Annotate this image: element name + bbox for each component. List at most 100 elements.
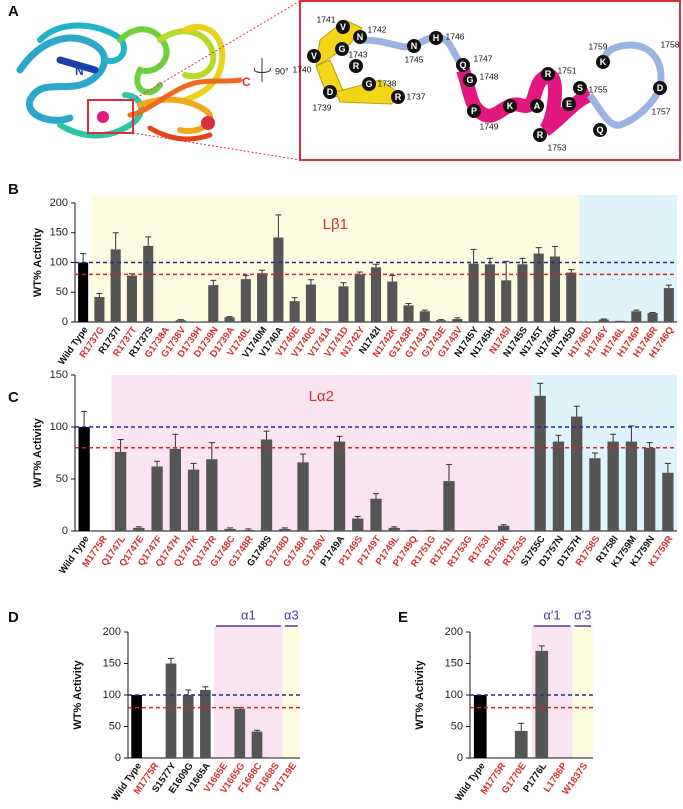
y-tick-label: 0 xyxy=(115,752,121,764)
bar xyxy=(370,267,382,322)
region-label: Lβ1 xyxy=(323,216,348,233)
residue-marker xyxy=(335,42,349,56)
residue-marker xyxy=(323,85,337,99)
c-terminus-label: C xyxy=(242,75,251,89)
residue-marker xyxy=(593,123,607,137)
residue-marker xyxy=(653,81,667,95)
residue-number: 1757 xyxy=(652,106,671,116)
residue-number: 1755 xyxy=(589,84,608,94)
residue-number: 1759 xyxy=(589,41,608,51)
y-tick-label: 0 xyxy=(457,752,463,764)
y-tick-label: 150 xyxy=(50,369,68,381)
bar xyxy=(607,441,619,531)
residue-marker xyxy=(407,39,421,53)
region-label: α1 xyxy=(241,607,256,622)
zoom-connectors xyxy=(132,0,301,161)
residue-letter: A xyxy=(534,101,541,111)
residue-number: 1746 xyxy=(446,31,465,41)
residue-marker xyxy=(530,99,544,113)
bar xyxy=(131,695,142,758)
bar xyxy=(224,528,236,531)
residue-letter: V xyxy=(340,22,346,32)
bar xyxy=(273,237,284,322)
residue-marker xyxy=(541,67,555,81)
bar xyxy=(354,274,365,322)
region-label: α3 xyxy=(284,607,299,622)
bar xyxy=(78,427,90,531)
bar xyxy=(647,313,658,322)
bar xyxy=(169,448,181,531)
bar xyxy=(305,284,316,322)
residue-number: 1742 xyxy=(368,24,387,34)
residue-number: 1748 xyxy=(480,71,499,81)
bar xyxy=(406,529,419,531)
bar xyxy=(534,395,546,531)
y-tick-label: 100 xyxy=(445,689,463,701)
residue-number: 1741 xyxy=(317,14,336,24)
residue-letter: G xyxy=(466,75,473,85)
residue-letter: Q xyxy=(596,125,603,135)
residue-letter: Q xyxy=(459,60,466,70)
region-shade xyxy=(282,626,300,758)
bar xyxy=(419,311,430,322)
bar xyxy=(582,321,593,322)
region-label: α'3 xyxy=(574,607,591,622)
residue-marker xyxy=(596,55,610,69)
y-tick-label: 150 xyxy=(445,657,463,669)
bar xyxy=(663,288,674,322)
bar xyxy=(473,695,487,758)
y-tick-label: 100 xyxy=(50,256,68,268)
residue-marker xyxy=(467,104,481,118)
bar xyxy=(279,528,291,531)
bar xyxy=(234,708,246,758)
bar xyxy=(200,689,211,758)
residue-marker xyxy=(463,73,477,87)
residue-marker xyxy=(503,99,517,113)
residue-letter: R xyxy=(537,130,544,140)
protein-structure xyxy=(16,22,243,142)
y-axis-label: WT% Activity xyxy=(32,417,44,487)
region-shade xyxy=(214,626,283,758)
bar xyxy=(182,695,194,758)
residue-number: 1753 xyxy=(548,142,567,152)
residue-letter: R xyxy=(395,92,402,102)
panel-letter: B xyxy=(8,181,19,198)
residue-marker xyxy=(336,20,350,34)
y-tick-label: 200 xyxy=(445,626,463,638)
bar xyxy=(151,466,163,531)
residue-letter: V xyxy=(311,51,317,61)
bar xyxy=(484,264,495,322)
bar xyxy=(352,518,364,531)
bar xyxy=(206,459,218,531)
bar xyxy=(549,256,561,322)
bar xyxy=(191,321,203,322)
residue-letter: R xyxy=(545,69,552,79)
bar xyxy=(452,319,463,322)
bar xyxy=(514,730,528,758)
residue-labels: V 1741 N 1742 G 1743 V 1740 R D 1739 G 1738 R 1737 N 174… xyxy=(293,14,680,152)
bar xyxy=(403,305,414,322)
residue-letter: D xyxy=(657,83,664,93)
bar xyxy=(662,472,674,531)
bar xyxy=(114,451,127,531)
bar xyxy=(598,319,609,322)
residue-letter: H xyxy=(433,33,440,43)
residue-marker xyxy=(429,31,443,45)
bar xyxy=(566,272,577,322)
y-tick-label: 50 xyxy=(109,720,121,732)
bar xyxy=(78,262,89,322)
panel-letter: C xyxy=(8,389,19,406)
rotation-label: 90° xyxy=(275,66,289,76)
bar xyxy=(501,280,512,322)
bar xyxy=(517,264,528,322)
panel-letter: D xyxy=(8,609,19,626)
residue-marker xyxy=(391,90,405,104)
residue-letter: G xyxy=(338,44,345,54)
residue-marker xyxy=(353,30,367,44)
residue-letter: N xyxy=(357,32,364,42)
region-label: α'1 xyxy=(543,607,560,622)
residue-marker xyxy=(533,128,547,142)
bar xyxy=(175,320,186,322)
bar xyxy=(165,663,177,758)
